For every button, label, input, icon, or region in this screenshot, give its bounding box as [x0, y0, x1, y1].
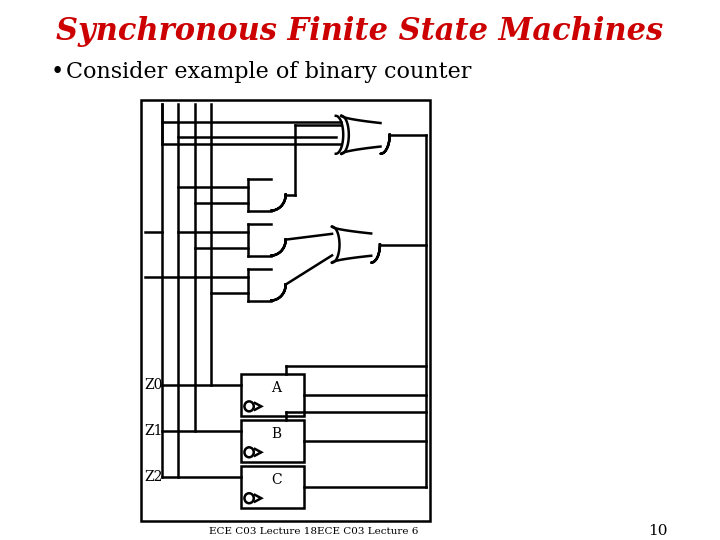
Text: A: A — [271, 381, 281, 395]
Text: B: B — [271, 427, 282, 441]
Text: Z0: Z0 — [145, 379, 163, 393]
Text: Synchronous Finite State Machines: Synchronous Finite State Machines — [56, 16, 664, 48]
Text: C: C — [271, 472, 282, 487]
Text: Z1: Z1 — [145, 424, 163, 438]
Text: 10: 10 — [648, 524, 667, 538]
Text: Consider example of binary counter: Consider example of binary counter — [66, 61, 471, 83]
Text: ECE C03 Lecture 18ECE C03 Lecture 6: ECE C03 Lecture 18ECE C03 Lecture 6 — [209, 526, 418, 536]
Text: Z2: Z2 — [145, 470, 163, 484]
Text: •: • — [50, 61, 64, 83]
